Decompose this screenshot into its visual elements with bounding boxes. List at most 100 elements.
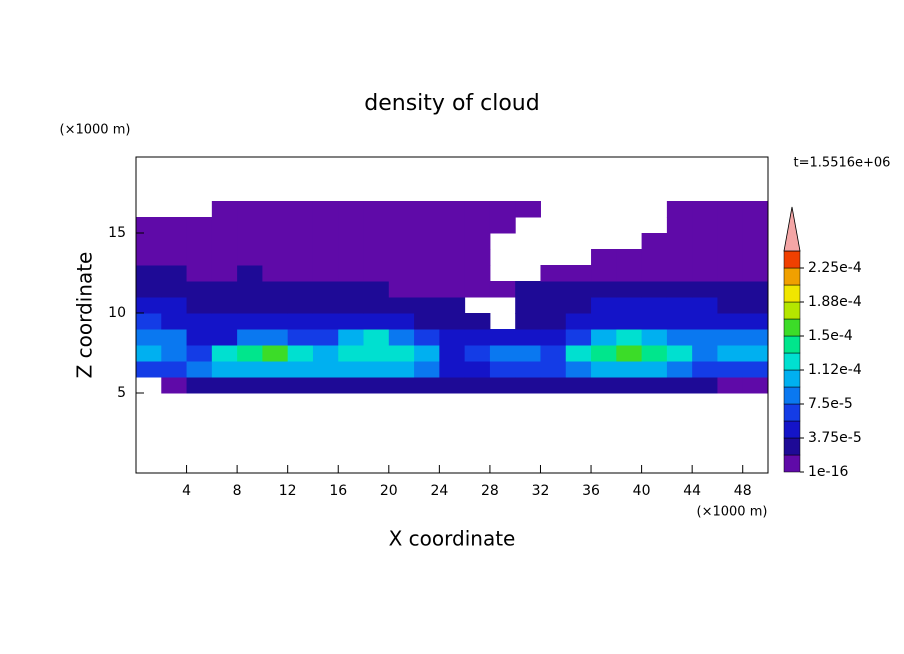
contour-cell	[692, 329, 718, 346]
contour-cell	[136, 233, 162, 250]
contour-cell	[565, 265, 592, 282]
contour-cell	[338, 297, 365, 314]
contour-cell	[439, 281, 466, 298]
contour-cell	[641, 265, 668, 282]
x-unit: (×1000 m)	[697, 505, 768, 520]
contour-cell	[287, 249, 314, 266]
contour-cell	[237, 201, 263, 218]
contour-cell	[692, 361, 718, 378]
contour-cell	[136, 265, 162, 282]
contour-cell	[616, 345, 643, 362]
contour-cell	[312, 313, 339, 330]
contour-cell	[312, 361, 339, 378]
contour-cell	[414, 313, 440, 330]
contour-cell	[540, 265, 567, 282]
contour-cell	[540, 281, 567, 298]
contour-cell	[211, 377, 238, 394]
contour-cell	[540, 313, 567, 330]
contour-cell	[237, 217, 263, 234]
contour-cell	[692, 217, 718, 234]
contour-cell	[414, 249, 440, 266]
contour-cell	[186, 297, 213, 314]
contour-cell	[717, 297, 744, 314]
contour-cell	[565, 361, 592, 378]
contour-cell	[692, 281, 718, 298]
contour-cell	[414, 265, 440, 282]
contour-cell	[161, 297, 188, 314]
colorbar-tick-label: 2.25e-4	[808, 260, 862, 276]
contour-cell	[692, 313, 718, 330]
plot-frame	[135, 156, 769, 474]
contour-cell	[388, 297, 415, 314]
contour-cell	[616, 281, 643, 298]
colorbar-tick-label: 1.5e-4	[808, 328, 853, 344]
x-tick-label: 12	[279, 483, 297, 499]
colorbar-extend	[783, 206, 801, 252]
contour-cell	[161, 249, 188, 266]
contour-cell	[262, 201, 289, 218]
contour-cell	[211, 361, 238, 378]
contour-cell	[641, 297, 668, 314]
contour-cell	[464, 249, 491, 266]
contour-cell	[515, 297, 541, 314]
contour-cell	[439, 345, 466, 362]
contour-cell	[186, 281, 213, 298]
x-tick-label: 32	[532, 483, 550, 499]
colorbar-band	[783, 369, 801, 388]
contour-cell	[262, 329, 289, 346]
chart-title: density of cloud	[364, 91, 539, 116]
contour-cell	[666, 345, 693, 362]
colorbar-band	[783, 437, 801, 456]
contour-cell	[641, 329, 668, 346]
x-tick-label: 20	[380, 483, 398, 499]
contour-cell	[717, 329, 744, 346]
contour-cell	[186, 377, 213, 394]
contour-cell	[312, 345, 339, 362]
contour-cell	[287, 281, 314, 298]
contour-cell	[312, 217, 339, 234]
contour-cell	[717, 201, 744, 218]
contour-cell	[666, 233, 693, 250]
contour-cell	[414, 233, 440, 250]
contour-cell	[742, 329, 769, 346]
contour-cell	[363, 281, 390, 298]
contour-cell	[363, 233, 390, 250]
contour-cell	[338, 265, 365, 282]
contour-cell	[489, 281, 516, 298]
contour-cell	[540, 297, 567, 314]
contour-cell	[439, 249, 466, 266]
contour-cell	[338, 281, 365, 298]
contour-cell	[161, 345, 188, 362]
contour-cell	[338, 329, 365, 346]
contour-cell	[237, 361, 263, 378]
colorbar-band	[783, 352, 801, 371]
contour-cell	[464, 233, 491, 250]
contour-cell	[186, 345, 213, 362]
contour-cell	[439, 377, 466, 394]
contour-cell	[717, 361, 744, 378]
contour-cell	[641, 377, 668, 394]
contour-cell	[287, 233, 314, 250]
contour-cell	[439, 201, 466, 218]
contour-cell	[641, 233, 668, 250]
contour-cell	[591, 313, 617, 330]
colorbar-tick-label: 7.5e-5	[808, 396, 853, 412]
contour-cell	[742, 377, 769, 394]
contour-cell	[464, 345, 491, 362]
contour-cell	[363, 377, 390, 394]
contour-cell	[136, 249, 162, 266]
contour-cell	[338, 361, 365, 378]
contour-cell	[414, 361, 440, 378]
contour-cell	[464, 329, 491, 346]
contour-cell	[464, 281, 491, 298]
contour-cell	[312, 265, 339, 282]
y-tick-label: 10	[108, 305, 126, 321]
contour-cell	[565, 345, 592, 362]
contour-cell	[692, 377, 718, 394]
contour-cell	[237, 329, 263, 346]
colorbar-band	[783, 420, 801, 439]
contour-cell	[312, 201, 339, 218]
contour-cell	[616, 265, 643, 282]
contour-cell	[464, 265, 491, 282]
contour-cell	[489, 201, 516, 218]
